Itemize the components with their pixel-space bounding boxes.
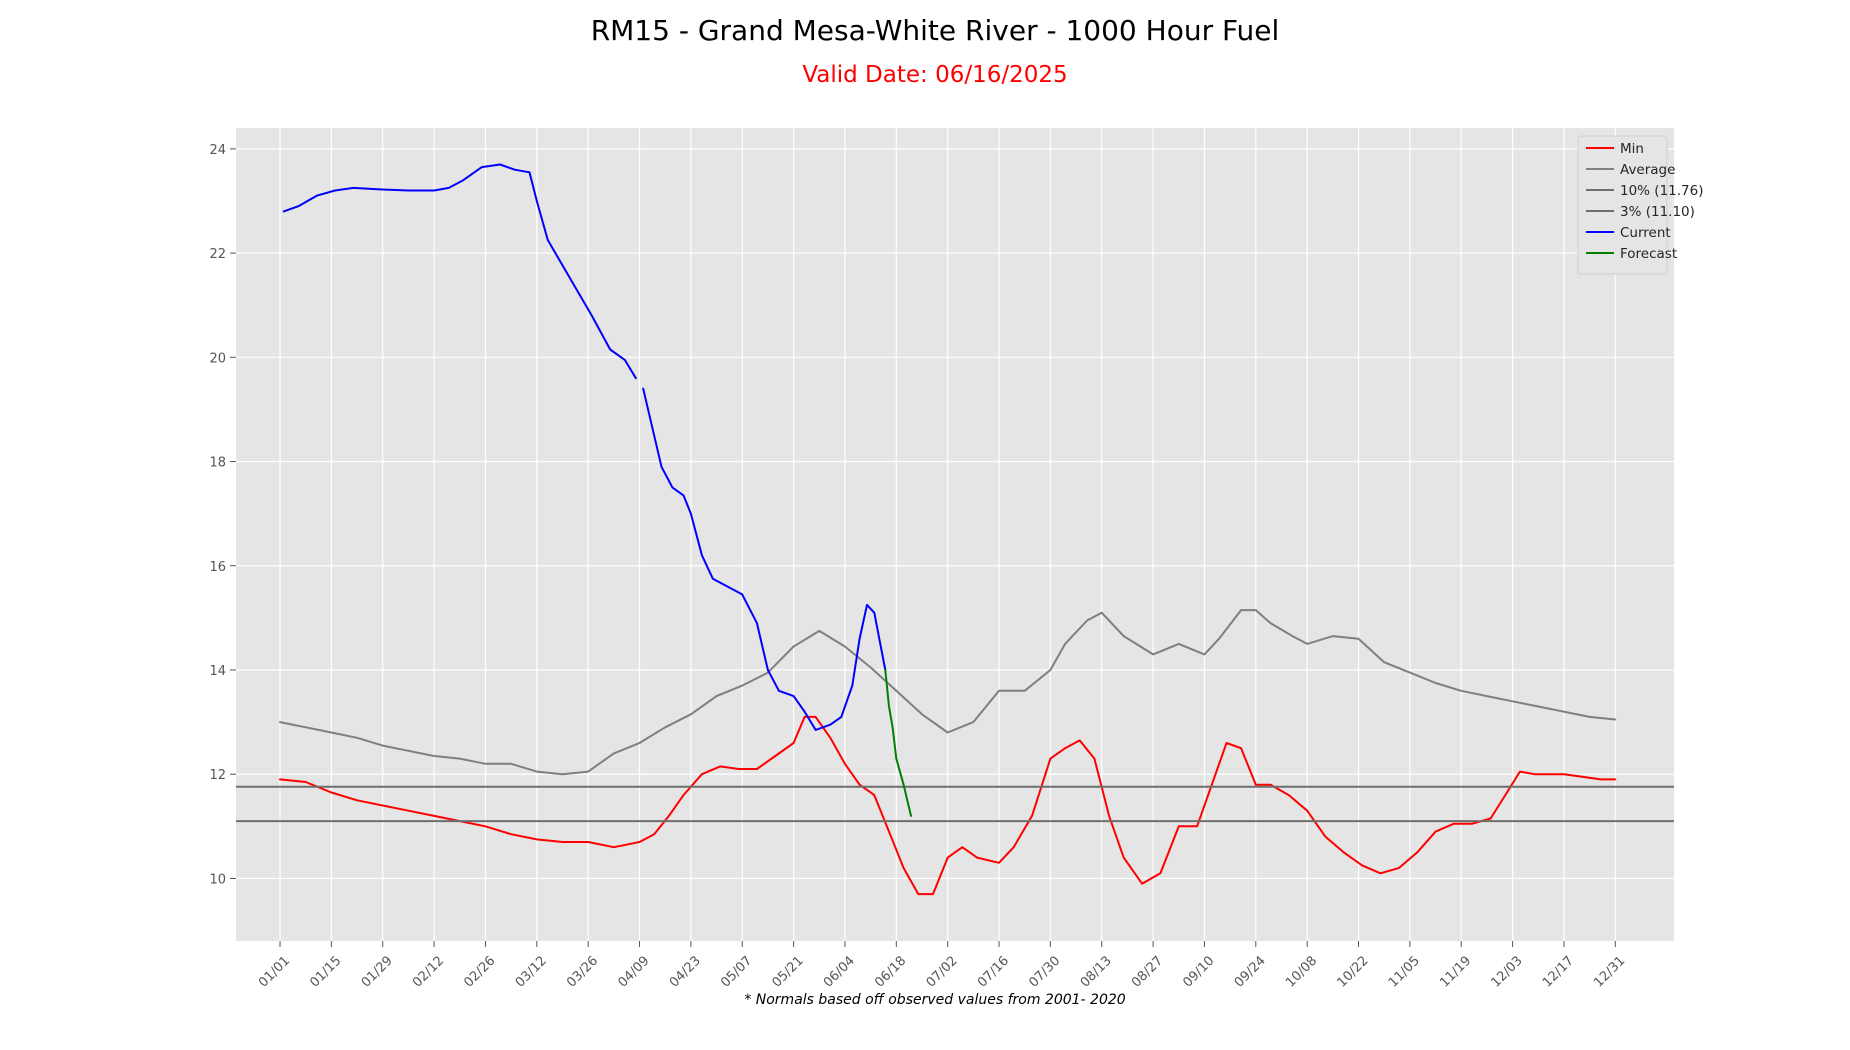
x-tick-label: 07/02 [924, 953, 961, 990]
y-tick-label: 20 [209, 351, 226, 366]
series-min-line [279, 715, 1617, 896]
x-tick-label: 11/19 [1437, 953, 1474, 990]
legend-box [1577, 135, 1668, 275]
x-tick-label: 09/24 [1232, 953, 1269, 990]
x-tick-label: 10/08 [1283, 953, 1320, 990]
chart-title: RM15 - Grand Mesa-White River - 1000 Hou… [590, 14, 1280, 47]
series-average-line [279, 609, 1617, 776]
y-tick-label: 10 [209, 872, 226, 887]
x-axis: 01/01 01/15 01/29 02/12 02/26 03/12 03/26 04/09… [256, 941, 1628, 991]
x-tick-label: 03/26 [564, 953, 601, 990]
y-tick-label: 14 [209, 664, 226, 679]
x-tick-label: 04/09 [615, 953, 652, 990]
legend: Min Average 10% (11.76) 3% (11.10) Current Fo… [1577, 135, 1703, 275]
y-tick-label: 22 [209, 247, 226, 262]
x-tick-label: 12/03 [1489, 953, 1526, 990]
x-tick-label: 01/29 [359, 953, 396, 990]
legend-label: Min [1620, 141, 1644, 157]
grid-layer [236, 128, 1674, 941]
y-tick-label: 18 [209, 456, 226, 471]
series-current-line [642, 387, 887, 731]
plot-background [236, 128, 1674, 941]
x-tick-label: 03/12 [513, 953, 550, 990]
series-layer [236, 163, 1674, 896]
x-tick-label: 10/22 [1334, 953, 1371, 990]
x-tick-label: 05/07 [718, 953, 755, 990]
legend-label: Forecast [1620, 246, 1677, 262]
legend-label: Average [1620, 162, 1675, 178]
x-tick-label: 04/23 [667, 953, 704, 990]
x-tick-label: 12/31 [1591, 953, 1628, 990]
series-current-line [282, 163, 637, 380]
x-tick-label: 05/21 [770, 953, 807, 990]
y-axis: 10 12 14 16 18 20 22 24 [209, 143, 236, 887]
footnote: * Normals based off observed values from… [744, 992, 1126, 1008]
x-tick-label: 08/27 [1129, 953, 1166, 990]
y-tick-label: 12 [209, 768, 226, 783]
legend-label: 10% (11.76) [1620, 183, 1703, 199]
y-tick-label: 24 [209, 143, 226, 158]
x-tick-label: 07/30 [1026, 953, 1063, 990]
x-tick-label: 07/16 [975, 953, 1012, 990]
y-tick-label: 16 [209, 560, 226, 575]
x-tick-label: 09/10 [1180, 953, 1217, 990]
legend-label: Current [1620, 225, 1671, 241]
chart-subtitle: Valid Date: 06/16/2025 [802, 62, 1068, 88]
series-forecast-line [884, 669, 912, 817]
x-tick-label: 02/12 [410, 953, 447, 990]
x-tick-label: 01/01 [256, 953, 293, 990]
x-tick-label: 12/17 [1540, 953, 1577, 990]
x-tick-label: 01/15 [307, 953, 344, 990]
x-tick-label: 06/04 [821, 953, 858, 990]
legend-label: 3% (11.10) [1620, 204, 1695, 220]
x-tick-label: 06/18 [872, 953, 909, 990]
x-tick-label: 02/26 [461, 953, 498, 990]
x-tick-label: 11/05 [1386, 953, 1423, 990]
x-tick-label: 08/13 [1078, 953, 1115, 990]
